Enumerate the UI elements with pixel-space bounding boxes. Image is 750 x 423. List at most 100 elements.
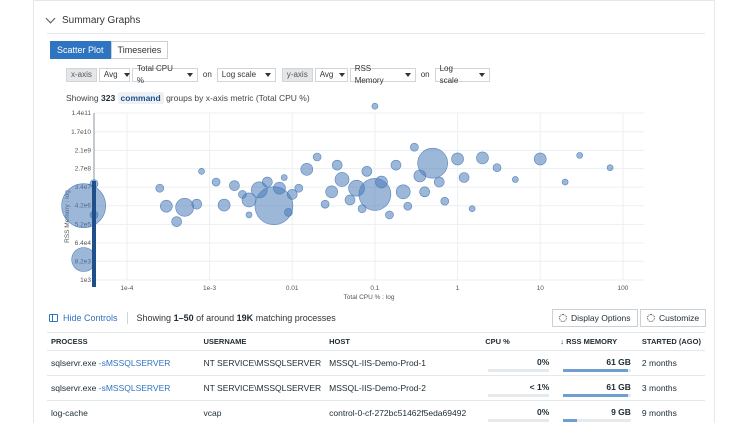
y-tick-label: 1.7e10 [71,129,91,136]
scatter-point[interactable] [286,189,298,200]
scatter-point[interactable] [576,152,583,159]
scatter-point[interactable] [533,152,547,166]
scatter-point[interactable] [417,147,448,179]
scatter-point[interactable] [325,185,338,199]
process-arg[interactable]: -sMSSQLSERVER [98,358,171,368]
rss-bar [563,369,631,372]
display-options-label: Display Options [571,313,631,323]
scatter-point[interactable] [390,159,402,171]
rss-cell: 9 GB [556,400,638,423]
scatter-point[interactable] [395,184,411,200]
scatter-point[interactable] [191,198,203,210]
host-cell[interactable]: MSSQL-IIS-Demo-Prod-1 [325,350,482,376]
scatter-point[interactable] [175,198,194,217]
customize-button[interactable]: Customize [640,309,707,327]
process-table: PROCESS USERNAME HOST CPU % ↓ RSS MEMORY… [47,332,705,423]
x-on-label: on [199,68,215,82]
scatter-point[interactable] [433,176,445,188]
x-scale-select[interactable]: Log scale [216,68,276,82]
scatter-point[interactable] [357,204,367,214]
rss-cell: 61 GB [556,375,638,401]
scatter-point[interactable] [320,199,330,209]
host-cell[interactable]: control-0-cf-272bc51462f5eda69492 [325,400,482,423]
table-row[interactable]: sqlservr.exe -sMSSQLSERVER NT SERVICE\MSS… [47,375,705,401]
x-tick-label: 1e-4 [120,285,133,292]
tab-scatter-plot[interactable]: Scatter Plot [50,41,111,59]
scatter-point[interactable] [262,176,273,188]
scatter-point[interactable] [284,208,293,217]
x-tick-label: 10 [537,285,545,292]
x-metric-select[interactable]: Total CPU % [131,64,198,85]
scatter-point[interactable] [294,183,304,193]
col-started[interactable]: STARTED (AGO) [637,332,705,351]
scatter-point[interactable] [217,198,231,212]
scatter-point[interactable] [410,142,419,152]
scatter-point[interactable] [254,186,294,226]
scatter-point[interactable] [160,199,173,213]
x-agg-select[interactable]: Avg [98,68,130,82]
tab-timeseries[interactable]: Timeseries [110,41,169,59]
scatter-point[interactable] [606,164,614,172]
y-scale-value: Log scale [439,64,459,85]
col-process[interactable]: PROCESS [47,332,200,351]
scatter-point[interactable] [440,196,450,206]
scatter-point[interactable] [451,152,464,166]
display-options-button[interactable]: Display Options [552,309,638,327]
hide-controls-label: Hide Controls [63,313,118,323]
hide-controls-button[interactable]: Hide Controls [49,313,118,323]
scatter-point[interactable] [476,151,489,165]
scatter-point[interactable] [331,159,343,171]
col-username[interactable]: USERNAME [199,332,326,351]
y-metric-select[interactable]: RSS Memory [349,64,416,85]
process-cell[interactable]: sqlservr.exe -sMSSQLSERVER [47,375,200,401]
group-tag[interactable]: command [117,92,164,104]
process-cell[interactable]: sqlservr.exe -sMSSQLSERVER [47,350,200,376]
scatter-point[interactable] [561,178,569,186]
scatter-point[interactable] [403,201,413,211]
cpu-value: 0% [536,407,550,417]
scatter-point[interactable] [229,180,240,191]
table-row[interactable]: log-cache vcap control-0-cf-272bc51462f5e… [47,400,705,423]
scatter-point[interactable] [361,166,373,177]
col-cpu[interactable]: CPU % [481,332,557,351]
y-agg-select[interactable]: Avg [314,68,348,82]
scatter-point[interactable] [312,152,322,162]
axis-controls: x-axis Avg Total CPU % on Log scale y-ax… [66,64,492,85]
scatter-point[interactable] [61,183,106,229]
point-cluster[interactable] [92,181,96,287]
match-suffix: matching processes [255,313,336,323]
process-arg[interactable]: -sMSSQLSERVER [98,383,171,393]
scatter-point[interactable] [375,175,388,189]
scatter-point[interactable] [155,183,165,193]
scatter-point[interactable] [371,102,379,110]
col-host[interactable]: HOST [325,332,482,351]
scatter-point[interactable] [245,211,253,219]
scatter-point[interactable] [512,176,519,183]
scatter-point[interactable] [344,194,356,206]
match-prefix: Showing [136,313,172,323]
scatter-point[interactable] [334,172,350,187]
scatter-point[interactable] [300,163,314,176]
y-scale-select[interactable]: Log scale [434,64,490,85]
process-name: sqlservr.exe [51,383,97,393]
x-axis-title: Total CPU % : log [344,294,395,301]
scatter-point[interactable] [211,177,221,187]
showing-suffix: groups by x-axis metric (Total CPU %) [166,93,310,103]
process-cell[interactable]: log-cache [47,400,200,423]
y-tick-label: 1.4e11 [72,110,92,117]
scatter-plot[interactable]: 1.4e111.7e102.1e92.7e83.4e74.2e65.2e56.4… [34,1,716,301]
table-row[interactable]: sqlservr.exe -sMSSQLSERVER NT SERVICE\MSS… [47,350,705,376]
host-cell[interactable]: MSSQL-IIS-Demo-Prod-2 [325,375,482,401]
scatter-point[interactable] [385,210,394,220]
customize-label: Customize [659,313,700,323]
col-rss-memory[interactable]: ↓ RSS MEMORY [556,332,638,351]
scatter-point[interactable] [171,216,182,227]
scatter-point[interactable] [468,205,476,213]
scatter-point[interactable] [198,168,205,175]
scatter-point[interactable] [419,186,430,198]
scatter-point[interactable] [492,163,502,173]
scatter-point[interactable] [273,181,286,195]
section-header[interactable]: Summary Graphs [45,13,140,26]
scatter-point[interactable] [280,174,288,181]
scatter-point[interactable] [458,172,470,183]
